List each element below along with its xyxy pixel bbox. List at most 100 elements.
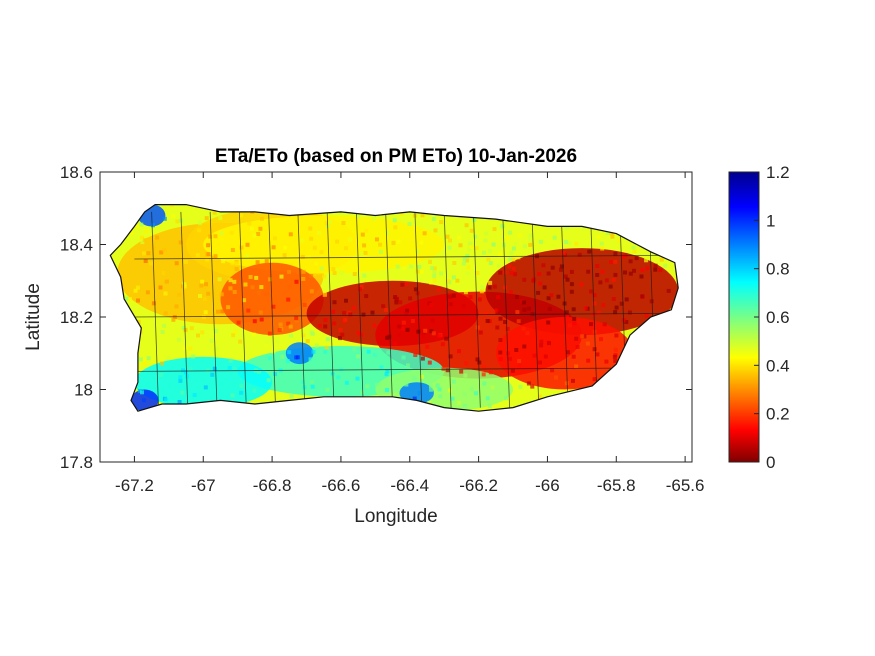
- raster-speck: [447, 245, 452, 250]
- raster-speck: [227, 365, 232, 370]
- raster-speck: [408, 296, 413, 301]
- raster-speck: [177, 400, 182, 404]
- raster-speck: [539, 343, 544, 348]
- raster-speck: [477, 360, 482, 365]
- raster-speck: [219, 338, 224, 343]
- raster-speck: [413, 353, 418, 357]
- raster-speck: [239, 213, 244, 218]
- raster-speck: [538, 281, 543, 286]
- raster-speck: [257, 290, 262, 295]
- x-axis-label: Longitude: [354, 506, 437, 527]
- raster-zone-14: [285, 342, 314, 365]
- raster-speck: [547, 341, 551, 346]
- raster-speck: [317, 230, 321, 235]
- raster-speck: [331, 309, 336, 314]
- raster-speck: [129, 230, 134, 235]
- y-axis-ticks: 17.8 18 18.2 18.4 18.6: [60, 163, 692, 472]
- raster-speck: [268, 356, 273, 361]
- raster-speck: [385, 369, 390, 374]
- raster-speck: [644, 313, 649, 318]
- raster-speck: [258, 226, 263, 231]
- raster-speck: [164, 397, 169, 402]
- raster-speck: [294, 316, 299, 321]
- colorbar-tick-label: 1: [766, 211, 775, 230]
- raster-speck: [431, 217, 436, 221]
- raster-speck: [332, 300, 337, 305]
- raster-speck: [587, 249, 592, 254]
- raster-speck: [358, 287, 362, 292]
- raster-speck: [201, 315, 206, 320]
- raster-speck: [125, 296, 130, 301]
- raster-speck: [305, 339, 310, 344]
- raster-speck: [282, 343, 287, 348]
- raster-speck: [158, 372, 163, 377]
- raster-speck: [163, 291, 168, 296]
- raster-speck: [451, 379, 456, 384]
- raster-speck: [202, 297, 207, 302]
- municipality-boundary: [502, 211, 510, 408]
- raster-speck: [427, 360, 432, 365]
- raster-speck: [155, 235, 160, 240]
- raster-speck: [448, 294, 452, 299]
- raster-speck: [404, 281, 409, 286]
- raster-speck: [564, 225, 569, 230]
- raster-speck: [455, 278, 460, 283]
- raster-speck: [135, 285, 140, 290]
- raster-speck: [463, 373, 468, 378]
- raster-speck: [309, 236, 314, 241]
- raster-speck: [561, 251, 566, 256]
- raster-speck: [280, 354, 285, 359]
- raster-speck: [239, 390, 244, 395]
- raster-speck: [203, 310, 208, 315]
- raster-speck: [385, 230, 390, 235]
- raster-speck: [278, 322, 283, 327]
- raster-speck: [526, 381, 531, 386]
- raster-speck: [212, 210, 217, 215]
- raster-speck: [334, 267, 339, 272]
- raster-speck: [619, 301, 624, 306]
- raster-speck: [325, 337, 330, 342]
- y-tick-label: 18.4: [60, 236, 93, 255]
- raster-speck: [355, 376, 360, 381]
- x-tick-label: -66.6: [322, 476, 361, 495]
- raster-speck: [431, 331, 436, 336]
- raster-speck: [324, 221, 329, 226]
- raster-speck: [146, 251, 151, 256]
- raster-speck: [183, 346, 188, 350]
- raster-speck: [296, 270, 301, 275]
- raster-speck: [189, 326, 194, 331]
- municipality-boundary: [134, 367, 668, 372]
- raster-speck: [257, 370, 262, 374]
- raster-speck: [478, 330, 483, 335]
- raster-speck: [459, 369, 464, 374]
- raster-speck: [559, 264, 564, 269]
- raster-speck: [302, 385, 307, 390]
- raster-speck: [365, 384, 370, 389]
- raster-speck: [475, 357, 480, 362]
- raster-speck: [381, 304, 386, 309]
- raster-speck: [359, 332, 364, 337]
- raster-speck: [182, 284, 187, 289]
- raster-speck: [446, 279, 450, 284]
- raster-speck: [379, 249, 383, 254]
- colorbar-tick-label: 0.2: [766, 405, 790, 424]
- raster-speck: [614, 305, 619, 310]
- raster-speck: [407, 222, 412, 227]
- raster-speck: [204, 216, 209, 221]
- raster-speck: [160, 330, 165, 334]
- raster-speck: [511, 246, 516, 251]
- raster-speck: [448, 225, 453, 230]
- raster-speck: [509, 290, 513, 295]
- raster-speck: [339, 367, 344, 372]
- raster-speck: [356, 214, 361, 219]
- raster-speck: [362, 273, 367, 278]
- raster-speck: [666, 288, 671, 293]
- raster-speck: [265, 339, 270, 344]
- raster-speck: [463, 290, 468, 295]
- raster-speck: [413, 287, 418, 292]
- raster-speck: [232, 279, 237, 284]
- raster-speck: [419, 374, 424, 379]
- raster-speck: [400, 282, 405, 287]
- raster-speck: [142, 398, 146, 403]
- raster-speck: [392, 341, 397, 346]
